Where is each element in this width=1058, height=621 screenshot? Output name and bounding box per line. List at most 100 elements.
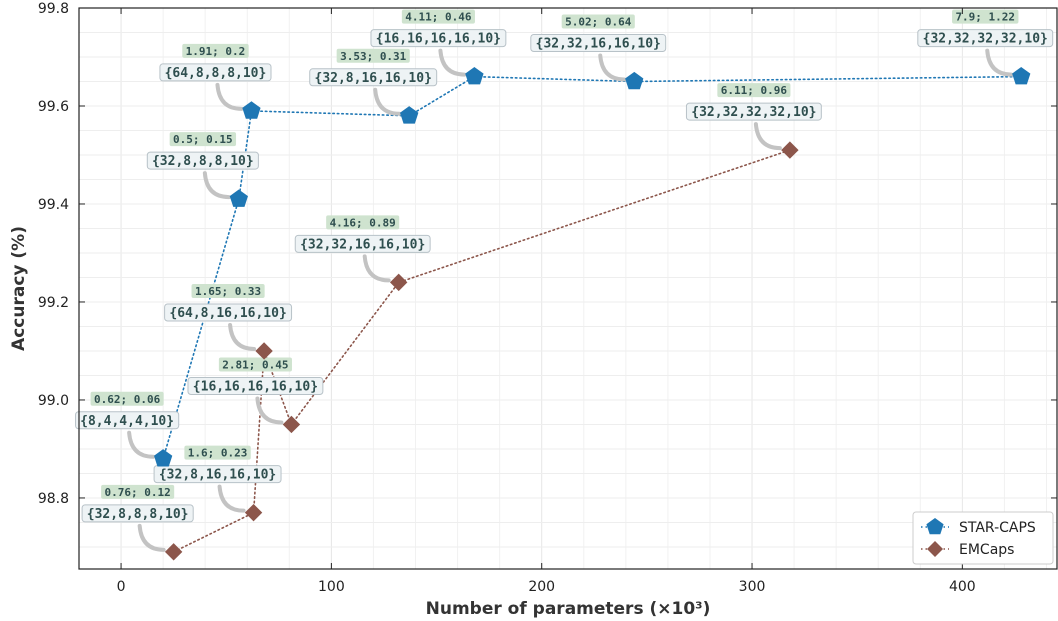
legend-box [912, 511, 1054, 565]
annotation-metric-label: 2.81; 0.45 [222, 358, 288, 371]
annotation-metric-label: 3.53; 0.31 [340, 50, 407, 63]
annotations: {8,4,4,4,10} 0.62; 0.06 {32,8,8,8,10} 0.5; … [75, 9, 1054, 552]
legend-label-0: STAR-CAPS [959, 520, 1036, 536]
annotation-metric-label: 1.6; 0.23 [188, 447, 248, 460]
data-point-emcaps [255, 342, 273, 360]
annotation-connector [215, 82, 244, 111]
annotation-config-label: {64,8,16,16,10} [169, 306, 286, 321]
annotation-config-box [917, 29, 1054, 48]
annotation-config-box [75, 411, 180, 430]
annotation-connector [753, 122, 782, 151]
annotation-connector [202, 171, 231, 200]
data-point-emcaps [781, 141, 799, 159]
y-tick-label: 99.8 [38, 1, 69, 17]
annotation-config-label: {64,8,8,8,10} [165, 66, 267, 81]
annotation-metric-box [218, 357, 292, 372]
data-point-emcaps [389, 273, 408, 292]
annotation-metric-box [952, 9, 1019, 24]
annotation-config-box [530, 33, 667, 52]
annotation-metric-box [184, 445, 251, 460]
y-axis-title: Accuracy (%) [9, 226, 29, 351]
x-tick-label: 300 [739, 579, 766, 595]
x-axis-title: Number of parameters (×10³) [426, 599, 711, 619]
annotation-config-label: {16,16,16,16,10} [376, 32, 501, 47]
y-tick-label: 99.4 [38, 197, 69, 213]
annotation-config-box [81, 504, 194, 523]
annotation-config-box [159, 63, 272, 82]
annotation-metric-label: 0.5; 0.15 [173, 133, 233, 146]
annotation-config-box [309, 68, 438, 87]
x-tick-label: 200 [528, 579, 555, 595]
data-point-emcaps [164, 543, 183, 561]
legend-marker-0 [926, 518, 944, 535]
markers [154, 66, 1031, 561]
y-tick-label: 99.6 [38, 99, 69, 115]
annotation-config-label: {8,4,4,4,10} [80, 414, 174, 429]
annotation-config-box [187, 376, 324, 395]
annotation-connector [228, 322, 257, 351]
data-point-star-caps [465, 66, 484, 85]
annotation-metric-box [169, 132, 237, 147]
annotation-connector [127, 430, 156, 459]
annotation-connector [137, 523, 166, 552]
x-tick-label: 100 [318, 579, 345, 595]
annotation-connector [598, 53, 627, 82]
annotation-config-label: {32,32,32,32,10} [923, 32, 1048, 47]
annotation-metric-label: 6.11; 0.96 [721, 84, 788, 97]
annotation-config-label: {32,8,8,8,10} [152, 154, 254, 169]
legend-label-1: EMCaps [959, 542, 1014, 558]
annotation-metric-box [717, 83, 791, 98]
annotation-metric-label: 1.91; 0.2 [186, 45, 246, 58]
x-tick-label: 400 [949, 579, 976, 595]
annotation-metric-label: 5.02; 0.64 [565, 15, 632, 28]
annotation-metric-label: 4.16; 0.89 [330, 216, 396, 229]
data-point-star-caps [625, 71, 644, 90]
annotation-config-label: {32,8,16,16,10} [315, 71, 432, 86]
data-point-star-caps [229, 189, 248, 207]
data-point-emcaps [282, 415, 301, 434]
annotation-config-box [153, 465, 282, 484]
y-tick-label: 99.0 [38, 393, 69, 409]
annotation-metric-label: 0.62; 0.06 [94, 393, 161, 406]
annotation-metric-label: 1.65; 0.33 [195, 285, 261, 298]
annotation-metric-label: 0.76; 0.12 [105, 486, 171, 499]
legend-marker-1 [927, 541, 943, 557]
annotation-metric-box [336, 48, 410, 63]
x-tick-label: 0 [117, 579, 126, 595]
annotation-config-label: {32,8,8,8,10} [87, 507, 189, 522]
data-point-star-caps [400, 106, 419, 124]
legend: STAR-CAPS EMCaps [912, 511, 1054, 565]
annotation-metric-label: 7.9; 1.22 [955, 11, 1015, 24]
annotation-metric-box [182, 43, 249, 58]
ticks: 0 100 200 300 400 98.8 99.0 99.2 99.4 99.6 99.8 [38, 1, 1057, 595]
annotation-connector [373, 87, 402, 116]
annotation-config-label: {32,32,32,32,10} [691, 105, 816, 120]
y-tick-label: 99.2 [38, 295, 69, 311]
annotation-config-box [294, 234, 431, 253]
annotation-connector [438, 48, 467, 77]
annotation-connector [985, 48, 1014, 77]
annotation-config-box [164, 303, 293, 322]
annotation-metric-box [401, 9, 475, 24]
y-tick-label: 98.8 [38, 491, 69, 507]
annotation-config-label: {16,16,16,16,10} [193, 379, 318, 394]
annotation-connector [362, 254, 391, 283]
data-point-emcaps [244, 503, 263, 522]
plot-frame [78, 7, 1058, 570]
data-point-star-caps [154, 449, 173, 467]
annotation-metric-box [326, 215, 400, 230]
annotation-config-label: {32,32,16,16,10} [536, 36, 661, 51]
annotation-config-box [370, 29, 507, 48]
annotation-connector [255, 396, 284, 425]
annotation-metric-box [561, 14, 635, 29]
annotation-metric-box [90, 391, 164, 406]
series-line-0 [162, 75, 1022, 460]
annotation-metric-box [191, 283, 265, 298]
series-line-1 [172, 149, 791, 553]
annotation-connector [217, 484, 246, 513]
data-point-star-caps [1012, 66, 1031, 85]
annotation-metric-box [101, 484, 175, 499]
annotation-config-label: {32,8,16,16,10} [159, 468, 276, 483]
annotation-metric-label: 4.11; 0.46 [405, 11, 472, 24]
